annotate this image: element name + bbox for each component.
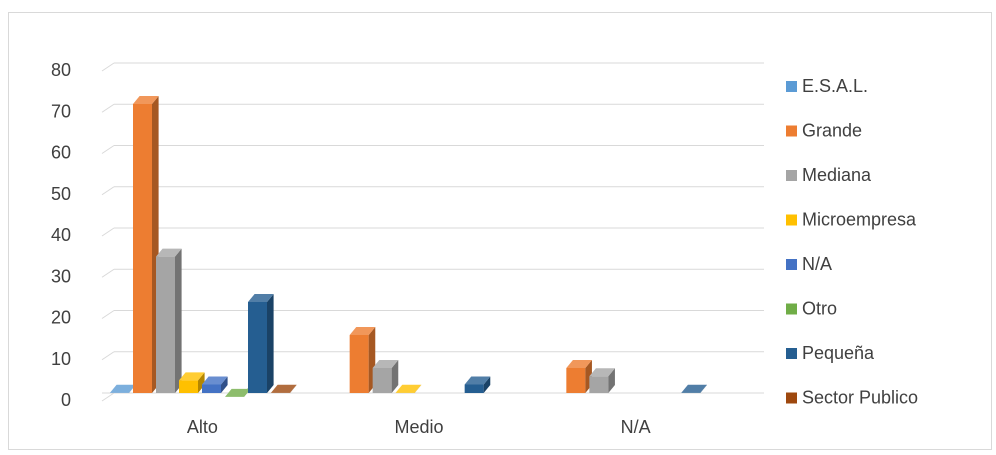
x-tick-label: N/A (621, 417, 651, 437)
gridline-depth (101, 62, 115, 72)
bar (133, 96, 159, 393)
chart-area: 0 10 20 30 40 50 60 70 80 Alto Medio N/A E.S.A.L. Gr… (8, 12, 992, 450)
gridline-depth (101, 103, 115, 113)
gridlines (101, 62, 764, 402)
legend-item: N/A (786, 254, 832, 274)
bar (110, 384, 136, 393)
legend-label: Microempresa (802, 210, 917, 230)
x-tick-label: Alto (187, 417, 218, 437)
bar (271, 384, 297, 393)
legend-label: Pequeña (802, 343, 875, 363)
legend-item: Microempresa (786, 210, 917, 230)
legend-swatch (786, 214, 797, 226)
y-tick-label: 60 (51, 143, 71, 163)
legend-label: N/A (802, 254, 832, 274)
y-tick-label: 50 (51, 184, 71, 204)
legend-swatch (786, 392, 797, 404)
legend-label: E.S.A.L. (802, 76, 868, 96)
bar (248, 294, 274, 393)
y-tick-label: 10 (51, 349, 71, 369)
legend-item: Mediana (786, 165, 872, 185)
bar (395, 384, 422, 393)
legend-swatch (786, 303, 797, 315)
bar (566, 360, 592, 393)
bar-chart: 0 10 20 30 40 50 60 70 80 Alto Medio N/A E.S.A.L. Gr… (51, 60, 918, 437)
legend-label: Otro (802, 299, 837, 319)
legend-item: Pequeña (786, 343, 875, 363)
legend-label: Grande (802, 121, 862, 141)
legend-label: Sector Publico (802, 388, 918, 408)
bar (179, 372, 205, 393)
y-tick-label: 70 (51, 101, 71, 121)
bar (464, 376, 491, 393)
bar (225, 385, 251, 397)
bar (589, 368, 615, 393)
y-tick-label: 80 (51, 60, 71, 80)
legend-item: E.S.A.L. (786, 76, 868, 96)
legend-item: Grande (786, 121, 862, 141)
bar (681, 384, 707, 393)
bar (349, 327, 376, 393)
gridline-depth (101, 186, 115, 196)
gridline-depth (101, 392, 115, 402)
legend-item: Sector Publico (786, 388, 918, 408)
y-tick-label: 0 (61, 390, 71, 410)
bar (202, 376, 228, 393)
gridline-depth (101, 351, 115, 361)
legend-swatch (786, 348, 797, 359)
legend-swatch (786, 259, 797, 270)
y-tick-label: 40 (51, 225, 71, 245)
bar (156, 248, 182, 393)
legend: E.S.A.L. Grande Mediana Microempresa N/A Otro… (786, 76, 918, 408)
gridline-depth (101, 145, 115, 154)
bars (110, 96, 707, 397)
gridline-depth (101, 227, 115, 237)
gridline-depth (101, 268, 115, 278)
bar (372, 360, 399, 393)
legend-swatch (786, 125, 797, 137)
legend-swatch (786, 81, 797, 92)
x-tick-label: Medio (394, 417, 443, 437)
legend-label: Mediana (802, 165, 872, 185)
legend-item: Otro (786, 299, 837, 319)
legend-swatch (786, 170, 797, 181)
y-tick-label: 30 (51, 266, 71, 286)
y-tick-label: 20 (51, 308, 71, 328)
gridline-depth (101, 310, 115, 319)
